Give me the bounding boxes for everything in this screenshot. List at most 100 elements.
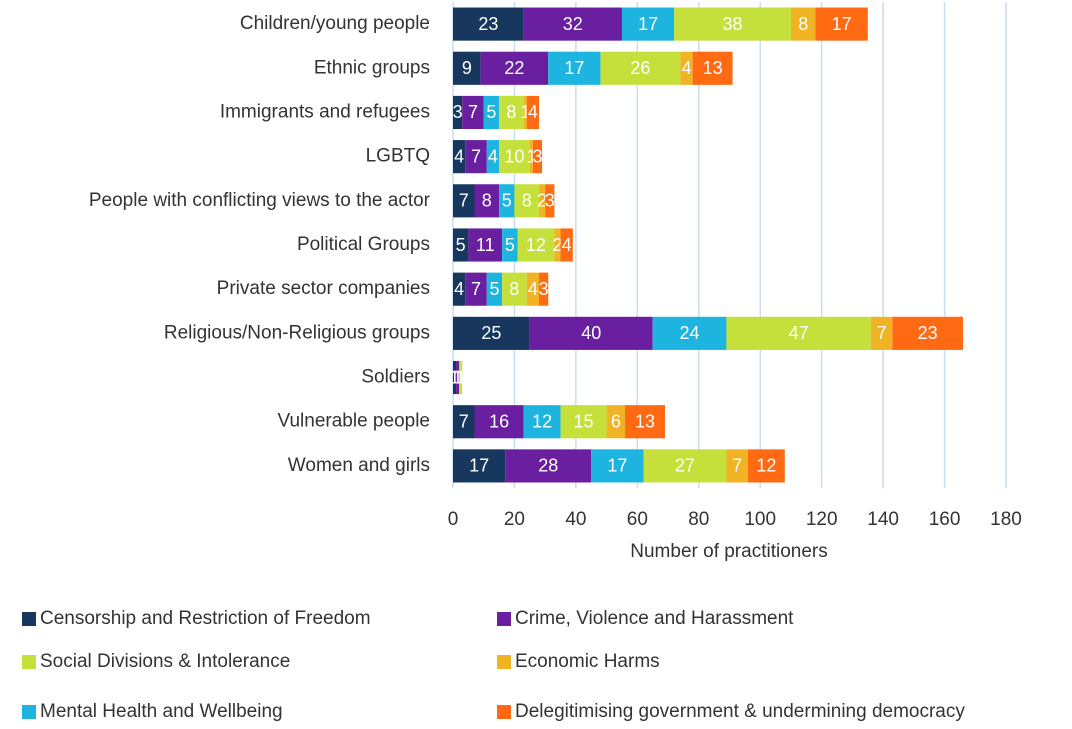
segment-label: 22 xyxy=(504,58,524,78)
legend-swatch xyxy=(497,655,511,669)
segment-label: 28 xyxy=(538,456,558,476)
bar-segment xyxy=(532,140,543,174)
bar-segment xyxy=(453,184,475,218)
segment-label: 23 xyxy=(918,323,938,343)
segment-label: 4 xyxy=(681,58,691,78)
legend-swatch xyxy=(22,612,36,626)
bar-segment xyxy=(548,51,601,85)
bar-segment xyxy=(529,316,653,350)
bar-segment xyxy=(523,7,622,41)
segment-label: 2 xyxy=(537,191,547,211)
y-tick-label: Soldiers xyxy=(361,367,430,388)
bar-segment xyxy=(453,316,530,350)
segment-label: 4 xyxy=(562,235,572,255)
segment-label: 3 xyxy=(532,146,542,166)
y-tick-label: Women and girls xyxy=(288,455,430,476)
bar-segment xyxy=(462,95,484,130)
segment-label: 4 xyxy=(454,146,464,166)
segment-label: 17 xyxy=(564,58,584,78)
bar-segment xyxy=(545,184,555,218)
bar-segment xyxy=(529,140,533,174)
bar-segment xyxy=(526,272,540,306)
bar-segment xyxy=(453,449,506,483)
segment-label: 1 xyxy=(453,367,463,387)
bar-segment xyxy=(453,51,481,85)
x-axis-title: Number of practitioners xyxy=(630,541,827,562)
segment-label: 12 xyxy=(532,411,552,431)
segment-label: 24 xyxy=(680,323,700,343)
bar-segment xyxy=(643,449,727,483)
x-tick-label: 60 xyxy=(627,509,648,530)
bar-segment xyxy=(747,449,785,483)
legend-label: Economic Harms xyxy=(515,651,660,672)
bar-segment xyxy=(505,449,592,483)
bar-segment xyxy=(474,405,524,439)
segment-label: 25 xyxy=(481,323,501,343)
x-tick-label: 0 xyxy=(448,509,459,530)
bar-segment xyxy=(502,272,527,306)
y-tick-label: Immigrants and refugees xyxy=(220,101,430,122)
segment-label: 26 xyxy=(630,58,650,78)
segment-label: 7 xyxy=(471,279,481,299)
bar-segment xyxy=(453,272,466,306)
y-tick-label: Ethnic groups xyxy=(314,57,430,78)
legend-label: Delegitimising government & undermining … xyxy=(515,701,965,722)
y-tick-label: Political Groups xyxy=(297,234,430,255)
segment-label: 11 xyxy=(476,235,495,255)
bar-segment xyxy=(453,140,466,174)
x-tick-label: 140 xyxy=(867,509,899,530)
segment-label: 38 xyxy=(723,14,743,34)
segment-label: 4 xyxy=(528,102,538,122)
bar-segment xyxy=(465,272,487,306)
legend-swatch xyxy=(497,612,511,626)
bar-segment xyxy=(453,7,524,41)
x-tick-label: 160 xyxy=(929,509,961,530)
bar-segment xyxy=(459,360,463,395)
segment-label: 3 xyxy=(453,102,463,122)
legend-swatch xyxy=(497,705,511,719)
segment-label: 3 xyxy=(539,279,549,299)
segment-label: 4 xyxy=(488,146,498,166)
legend-swatch xyxy=(22,705,36,719)
segment-label: 3 xyxy=(545,191,555,211)
bar-segment xyxy=(453,360,457,395)
segment-label: 1 xyxy=(520,102,530,122)
segment-label: 7 xyxy=(732,456,742,476)
bar-segment xyxy=(692,51,733,85)
segment-label: 5 xyxy=(505,235,515,255)
bar-segment xyxy=(483,95,500,130)
bar-segment xyxy=(674,7,791,41)
x-tick-label: 100 xyxy=(744,509,776,530)
segment-label: 27 xyxy=(675,456,695,476)
y-tick-label: Private sector companies xyxy=(217,278,430,299)
bar-segment xyxy=(499,184,515,218)
bar-segment xyxy=(502,228,518,262)
segment-label: 17 xyxy=(469,456,489,476)
segment-label: 15 xyxy=(574,411,594,431)
bar-segment xyxy=(554,228,561,262)
legend-label: Crime, Violence and Harassment xyxy=(515,608,794,629)
segment-label: 5 xyxy=(486,102,496,122)
bar-segment xyxy=(486,140,500,174)
segment-label: 12 xyxy=(526,235,546,255)
bar-segment xyxy=(870,316,893,350)
x-tick-label: 40 xyxy=(565,509,586,530)
bar-segment xyxy=(453,95,463,130)
bar-segment xyxy=(560,228,573,262)
bar-segment xyxy=(600,51,681,85)
segment-label: 8 xyxy=(509,279,519,299)
segment-label: 5 xyxy=(456,235,466,255)
bar-segment xyxy=(474,184,500,218)
segment-label: 17 xyxy=(607,456,627,476)
bar-segment xyxy=(539,184,546,218)
bar-segment xyxy=(517,228,555,262)
segment-label: 7 xyxy=(459,411,469,431)
bar-segment xyxy=(526,95,540,130)
y-tick-label: Vulnerable people xyxy=(278,411,430,432)
bar-segment xyxy=(480,51,549,85)
bar-segment xyxy=(560,405,607,439)
bar-segment xyxy=(523,405,561,439)
bar-segment xyxy=(499,95,524,130)
bar-segment xyxy=(523,95,527,130)
